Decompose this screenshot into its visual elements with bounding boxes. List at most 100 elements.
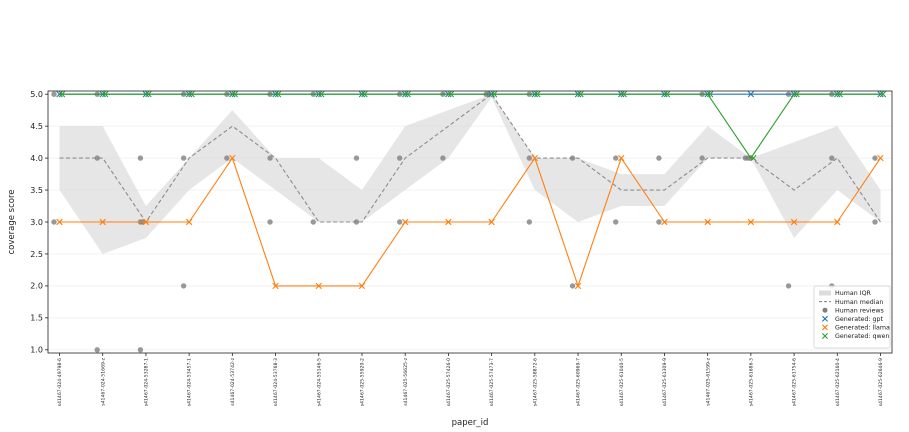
human-review-point — [180, 155, 187, 161]
human-review-point — [94, 155, 100, 161]
series-line-llama — [59, 156, 881, 288]
y-tick-label: 4.0 — [30, 154, 43, 163]
y-tick-label: 2.5 — [30, 250, 43, 259]
human-review-point — [569, 283, 576, 289]
y-axis-label: coverage score — [7, 189, 17, 254]
series-marker-qwen — [188, 91, 195, 98]
human-review-point — [440, 155, 446, 161]
x-tick-label: s41467-024-53768-3 — [273, 358, 279, 406]
series-marker-qwen — [231, 91, 239, 98]
legend-iqr-swatch — [819, 290, 831, 296]
series-marker-llama — [747, 218, 755, 226]
x-tick-label: s41467-025-60969-7 — [576, 358, 582, 406]
legend-label: Human reviews — [835, 307, 884, 314]
x-axis: s41467-024-49798-6 s41467-024-51669-z s414… — [57, 353, 884, 406]
iqr-area — [59, 94, 881, 254]
series-marker-qwen — [58, 91, 66, 98]
x-tick-label: s41467-025-57426-0 — [446, 358, 452, 406]
human-review-point — [51, 91, 57, 97]
x-tick-label: s41467-025-57473-7 — [489, 358, 495, 406]
series-marker-llama — [445, 218, 452, 226]
series-marker-gpt — [747, 91, 755, 98]
legend-series-swatch — [822, 315, 828, 322]
legend-label: Human IQR — [835, 290, 872, 297]
x-tick-label: s41467-024-51669-z — [100, 357, 106, 405]
x-tick-label: s41467-024-49798-6 — [57, 358, 63, 406]
series-marker-qwen — [879, 91, 887, 98]
human-review-point — [267, 155, 273, 161]
y-axis: 1.0 1.5 2.0 2.5 3.0 3.5 4.0 4.5 5.0 — [30, 90, 48, 355]
human-review-point — [829, 155, 835, 161]
series-marker-qwen — [318, 91, 325, 98]
series-marker-llama — [574, 282, 582, 290]
human-review-point — [872, 155, 878, 161]
human-review-point — [526, 155, 533, 161]
human-review-point — [51, 219, 57, 225]
series-marker-qwen — [663, 91, 671, 98]
human-review-point — [656, 155, 662, 161]
legend-series-swatch — [822, 324, 828, 331]
legend-series-swatch — [822, 333, 828, 339]
x-tick-label: s41467-025-61686-3 — [748, 358, 754, 406]
series-marker-llama — [99, 218, 106, 226]
y-tick-label: 3.5 — [30, 186, 43, 195]
series-marker-qwen — [361, 91, 368, 98]
legend-label: Human median — [835, 299, 883, 306]
x-tick-label: s41467-025-55920-2 — [360, 358, 366, 406]
human-review-point — [396, 155, 403, 161]
series-marker-llama — [229, 154, 236, 162]
human-review-point — [569, 155, 576, 161]
series-marker-qwen — [145, 91, 152, 98]
series-marker-llama — [142, 218, 150, 226]
human-review-point — [180, 283, 187, 289]
generated-series — [56, 91, 887, 290]
x-tick-label: s41467-025-62160-4 — [835, 358, 841, 406]
x-tick-label: s41467-025-62646-9 — [878, 358, 884, 406]
human-review-point — [137, 155, 144, 161]
series-marker-llama — [56, 218, 63, 226]
y-tick-label: 3.0 — [30, 218, 43, 227]
series-marker-llama — [315, 282, 322, 290]
legend-box — [813, 285, 891, 349]
x-tick-label: s41467-025-61754-6 — [792, 358, 798, 406]
human-review-point — [613, 219, 619, 225]
human-review-point — [872, 219, 878, 225]
series-marker-qwen — [274, 91, 282, 98]
y-tick-label: 4.5 — [30, 122, 43, 131]
human-review-point — [613, 155, 619, 161]
series-marker-qwen — [102, 91, 109, 98]
series-marker-llama — [401, 218, 409, 226]
series-marker-qwen — [836, 91, 843, 98]
x-tick-label: s41467-025-56625-z — [403, 357, 409, 405]
series-marker-llama — [834, 218, 841, 226]
y-tick-label: 1.5 — [30, 314, 43, 323]
series-marker-qwen — [577, 91, 584, 98]
human-review-point — [353, 219, 360, 225]
series-marker-llama — [531, 154, 539, 162]
series-marker-llama — [272, 282, 279, 290]
human-iqr-band — [59, 94, 881, 254]
human-review-point — [526, 219, 533, 225]
human-review-point — [310, 219, 316, 225]
x-tick-label: s41467-024-55146-5 — [316, 358, 322, 406]
x-tick-label: s41467-025-58872-6 — [532, 358, 538, 406]
series-marker-qwen — [793, 91, 800, 98]
series-marker-llama — [661, 218, 668, 226]
series-marker-llama — [704, 218, 711, 226]
x-tick-label: s41467-025-61599-z — [705, 357, 711, 405]
y-tick-label: 1.0 — [30, 346, 43, 355]
series-marker-llama — [877, 154, 884, 162]
x-axis-label: paper_id — [452, 418, 489, 428]
series-marker-qwen — [750, 154, 757, 162]
series-marker-llama — [618, 154, 625, 162]
legend-label: Generated: llama — [835, 325, 890, 332]
human-review-point — [656, 219, 662, 225]
x-tick-label: s41467-025-61309-9 — [662, 358, 668, 406]
human-review-point — [785, 283, 792, 289]
human-review-point — [699, 155, 705, 161]
y-tick-label: 2.0 — [30, 282, 43, 291]
series-marker-qwen — [534, 91, 541, 98]
series-marker-llama — [790, 218, 798, 226]
